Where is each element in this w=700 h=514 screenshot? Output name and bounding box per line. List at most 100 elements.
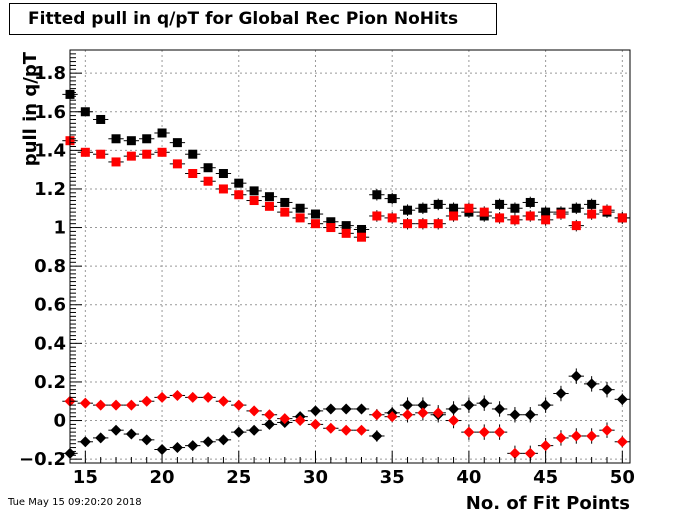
data-point [568,428,584,444]
y-axis-title: pull in q/pT [20,51,41,166]
data-point [553,208,569,220]
square-marker [510,203,520,213]
diamond-marker [555,388,567,400]
axis-layer: 15 20 25 30 35 40 45 50 −0.2 0 0.2 0.4 0.6 0.8 1 1.2 1.4… [19,53,635,488]
data-point [491,401,508,417]
diamond-marker [616,436,628,448]
data-point [553,385,569,402]
data-point [139,434,155,446]
data-point [599,204,615,216]
data-point [522,196,538,209]
data-point [215,395,232,407]
data-point [369,430,385,442]
data-point [231,399,247,411]
square-marker [433,219,443,229]
data-point [491,212,508,224]
y-tick-label: 0.4 [34,333,66,354]
diamond-marker [601,424,613,436]
square-marker [541,207,551,217]
diamond-marker [340,424,352,436]
square-marker [264,192,274,202]
data-point [231,426,247,438]
diamond-marker [463,426,475,438]
y-tick-label: 1 [53,218,66,239]
square-marker [157,147,167,157]
data-point [445,412,462,429]
data-point [507,214,523,226]
data-point [277,413,293,425]
data-point [415,202,431,215]
diamond-marker [524,447,536,459]
diamond-marker [263,418,275,430]
data-point [292,213,308,223]
data-point [154,147,170,157]
x-tick-label: 30 [303,467,328,488]
square-marker [218,184,228,194]
diamond-marker [217,395,229,407]
data-point [93,399,109,411]
square-marker [464,203,474,213]
data-point [399,204,416,216]
y-tick-label: −0.2 [19,449,66,470]
diamond-marker [371,409,383,421]
y-tick-label: 1.6 [34,102,66,123]
data-point [108,157,124,167]
data-point [215,184,232,194]
square-marker [387,194,397,204]
diamond-marker [448,415,460,427]
diamond-marker [555,432,567,444]
data-point [522,210,538,222]
square-marker [249,186,259,196]
diamond-marker [187,391,199,403]
data-point [292,415,308,427]
square-marker [525,197,535,207]
data-point [338,221,354,231]
diamond-marker [402,399,414,411]
data-point [338,424,354,436]
diamond-marker [524,409,536,421]
diamond-marker [125,399,137,411]
data-point [185,391,201,403]
data-point [537,397,554,413]
square-marker [372,190,382,200]
data-point [261,201,278,211]
diamond-marker [217,434,229,446]
square-marker [203,176,213,186]
square-marker [556,209,566,219]
data-point [614,435,630,448]
square-marker [617,213,627,223]
x-tick-label: 25 [226,467,251,488]
diamond-marker [309,418,321,430]
square-marker [295,203,305,213]
square-marker [96,114,106,124]
data-point [476,395,492,411]
data-point [568,368,584,384]
diamond-marker [171,442,183,454]
data-point [399,407,416,423]
data-point [246,424,262,436]
data-point [169,159,186,169]
diamond-marker [233,426,245,438]
square-marker [234,178,244,188]
data-point [522,407,538,423]
data-point [185,169,201,179]
data-point [200,176,216,186]
data-point [169,442,186,454]
square-marker [172,159,182,169]
y-tick-label: 0.6 [34,295,66,316]
diamond-marker [478,397,490,409]
series-2 [62,368,630,459]
x-tick-label: 45 [533,467,558,488]
data-point [277,197,293,207]
diamond-marker [586,430,598,442]
data-point [185,440,201,452]
data-point [583,376,600,392]
data-point [583,428,600,444]
data-point [614,393,630,406]
data-point [353,224,370,234]
data-point [461,202,477,215]
data-point [307,219,324,229]
square-marker [403,219,413,229]
square-marker [142,149,152,159]
diamond-marker [141,434,153,446]
